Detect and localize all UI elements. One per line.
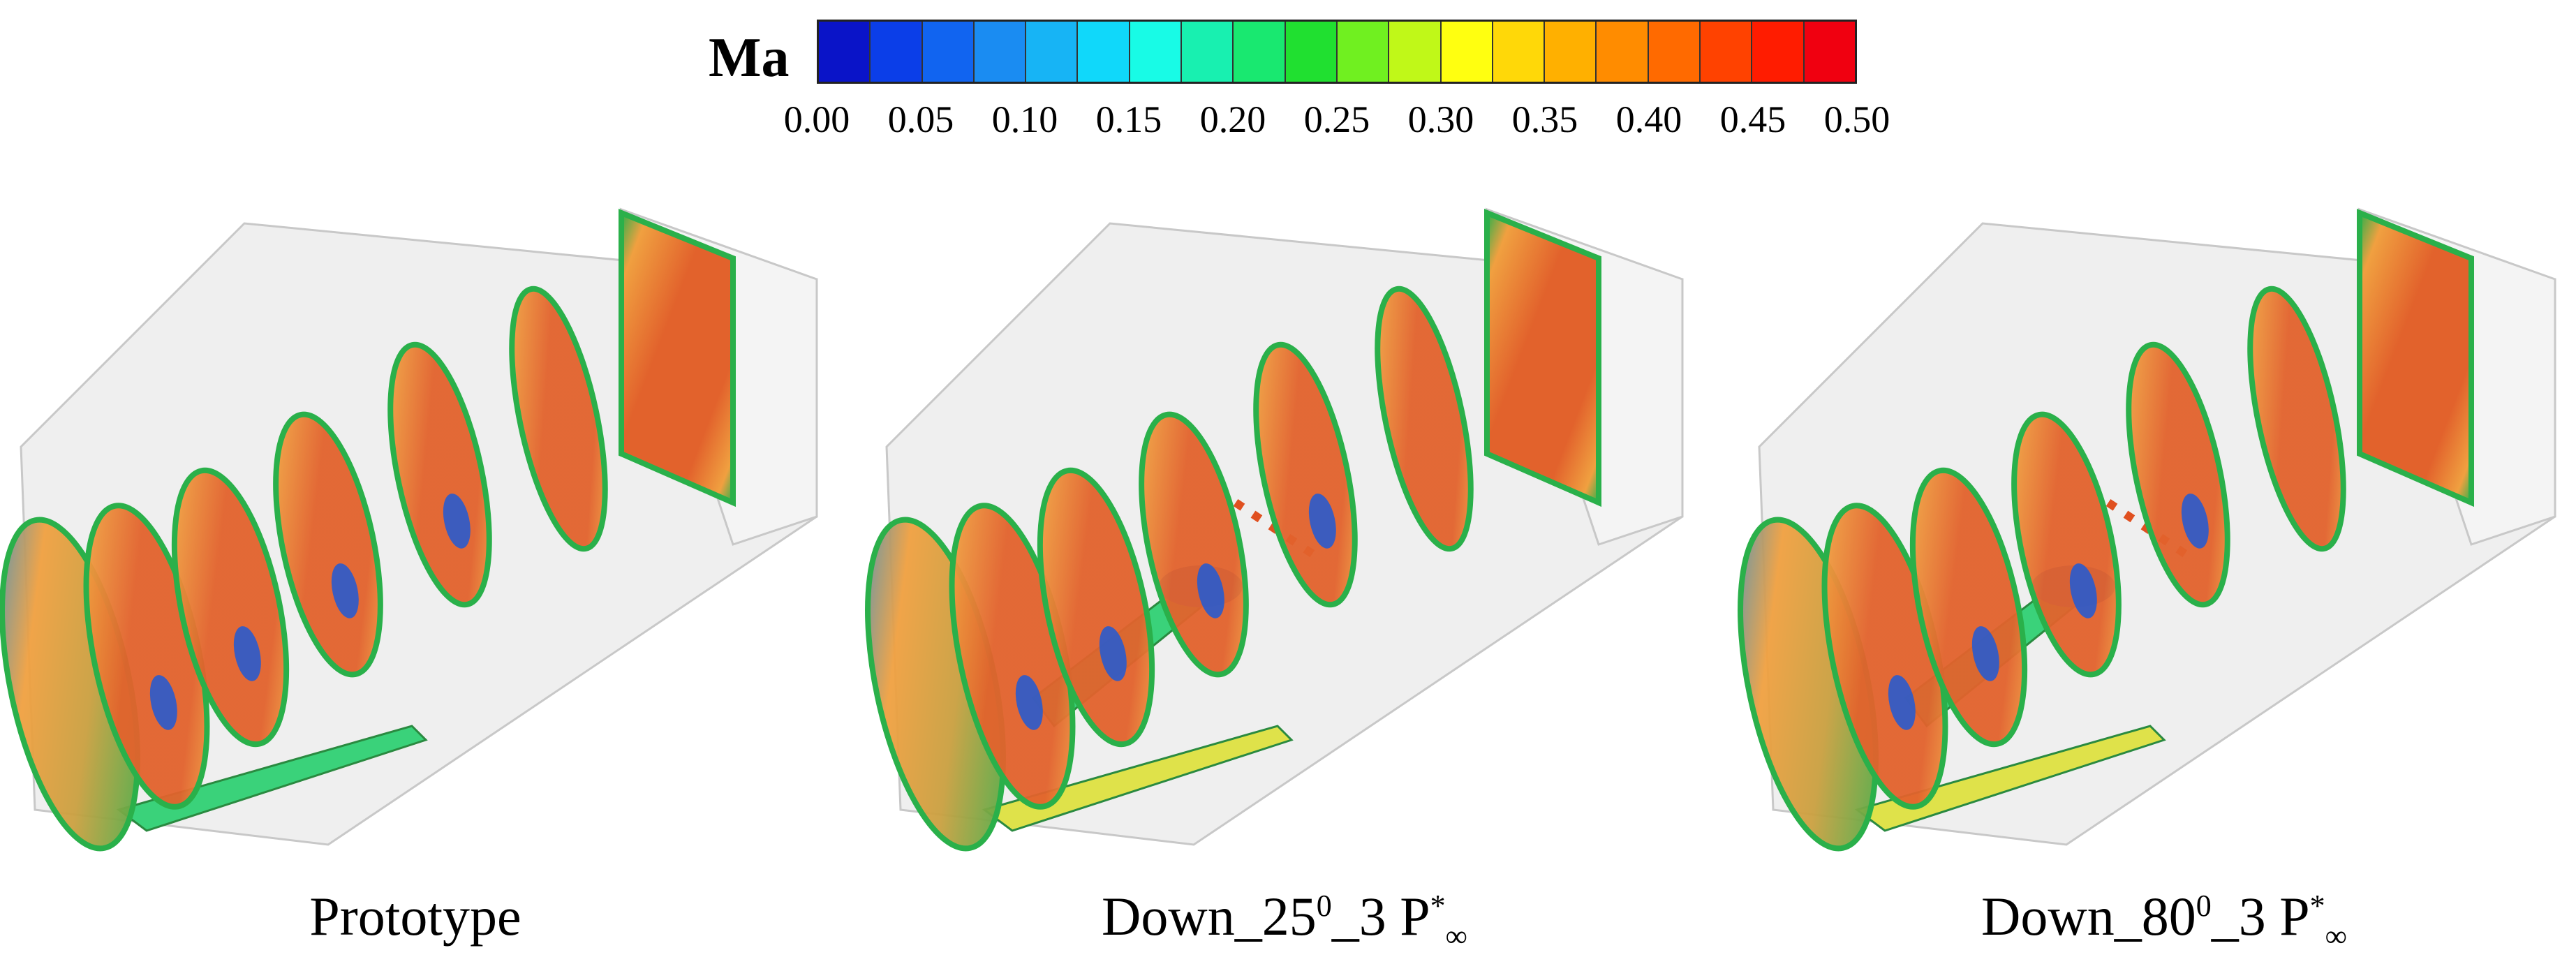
duct-flow-visualization [865, 207, 1684, 852]
panel-down-80 [1738, 195, 2569, 859]
caption-superscript: 0 [1316, 889, 1332, 923]
colorbar-tick-label: 0.45 [1719, 98, 1786, 140]
low-speed-region [2181, 494, 2209, 549]
low-speed-region [1197, 563, 1224, 618]
colorbar-tick-label: 0.20 [1199, 98, 1266, 140]
colorbar-swatch [1545, 22, 1597, 82]
caption-superscript-star: * [1430, 889, 1446, 923]
colorbar-swatch [1493, 22, 1546, 82]
mach-slice [1375, 286, 1474, 552]
low-speed-region [331, 563, 359, 618]
caption-subscript: ∞ [1445, 919, 1467, 954]
colorbar-swatch [1389, 22, 1442, 82]
low-speed-region [233, 626, 261, 681]
colorbar-swatch [1701, 22, 1753, 82]
mach-slice [2247, 286, 2346, 552]
caption-rest: _3 P [1331, 886, 1430, 947]
colorbar-swatch [1441, 22, 1493, 82]
colorbar-tick-label: 0.30 [1407, 98, 1474, 140]
low-speed-region [443, 494, 471, 549]
low-speed-region [2069, 563, 2097, 618]
colorbar-tick-label: 0.00 [783, 98, 850, 140]
caption-main: Down_25 [1102, 886, 1317, 947]
low-speed-region [1015, 675, 1043, 730]
outlet-slice [2357, 209, 2474, 507]
colorbar-swatch [1234, 22, 1286, 82]
colorbar-swatch [819, 22, 871, 82]
colorbar-tick-labels: 0.00 0.05 0.10 0.15 0.20 0.25 0.30 0.35 0.40 0.45… [768, 98, 1906, 147]
colorbar-tick-label: 0.15 [1095, 98, 1162, 140]
low-speed-region [149, 675, 177, 730]
low-speed-region [1099, 626, 1127, 681]
colorbar-tick-label: 0.35 [1511, 98, 1578, 140]
caption-down-25: Down_250_3 P*∞ [1102, 885, 1467, 954]
vortex-structure [982, 725, 1294, 832]
colorbar-tick-label: 0.05 [887, 98, 954, 140]
low-speed-region [1971, 626, 1999, 681]
caption-prototype: Prototype [309, 885, 521, 948]
panel-down-25 [865, 195, 1696, 859]
caption-rest: _3 P [2211, 886, 2310, 947]
duct-flow-visualization [1738, 207, 2556, 852]
colorbar-title: Ma [709, 27, 790, 89]
caption-subscript: ∞ [2325, 919, 2347, 954]
colorbar-swatch [1337, 22, 1390, 82]
outlet-slice [1484, 209, 1601, 507]
colorbar-swatch [1130, 22, 1183, 82]
caption-superscript: 0 [2196, 889, 2212, 923]
outlet-slice [619, 209, 736, 507]
colorbar-tick-label: 0.10 [991, 98, 1058, 140]
colorbar-swatch [1078, 22, 1130, 82]
caption-superscript-star: * [2309, 889, 2325, 923]
mach-colorbar [817, 20, 1857, 84]
colorbar-swatch [974, 22, 1027, 82]
colorbar-swatch [1026, 22, 1079, 82]
mach-slice [509, 286, 608, 552]
colorbar-swatch [1752, 22, 1805, 82]
low-speed-region [1888, 675, 1916, 730]
colorbar-tick-label: 0.25 [1303, 98, 1370, 140]
caption-down-80: Down_800_3 P*∞ [1981, 885, 2347, 954]
colorbar-swatch [871, 22, 923, 82]
colorbar-swatch [1182, 22, 1234, 82]
panel-prototype [0, 195, 831, 859]
colorbar-swatch [922, 22, 975, 82]
colorbar-swatch [1597, 22, 1649, 82]
caption-main: Prototype [309, 886, 521, 947]
vortex-structure [116, 725, 428, 832]
colorbar-swatch [1804, 22, 1855, 82]
vortex-structure [1854, 725, 2166, 832]
duct-flow-visualization [0, 207, 818, 852]
caption-main: Down_80 [1981, 886, 2196, 947]
colorbar-swatch [1648, 22, 1701, 82]
colorbar-tick-label: 0.40 [1615, 98, 1682, 140]
low-speed-region [1308, 494, 1336, 549]
colorbar-tick-label: 0.50 [1823, 98, 1890, 140]
colorbar-swatch [1285, 22, 1338, 82]
